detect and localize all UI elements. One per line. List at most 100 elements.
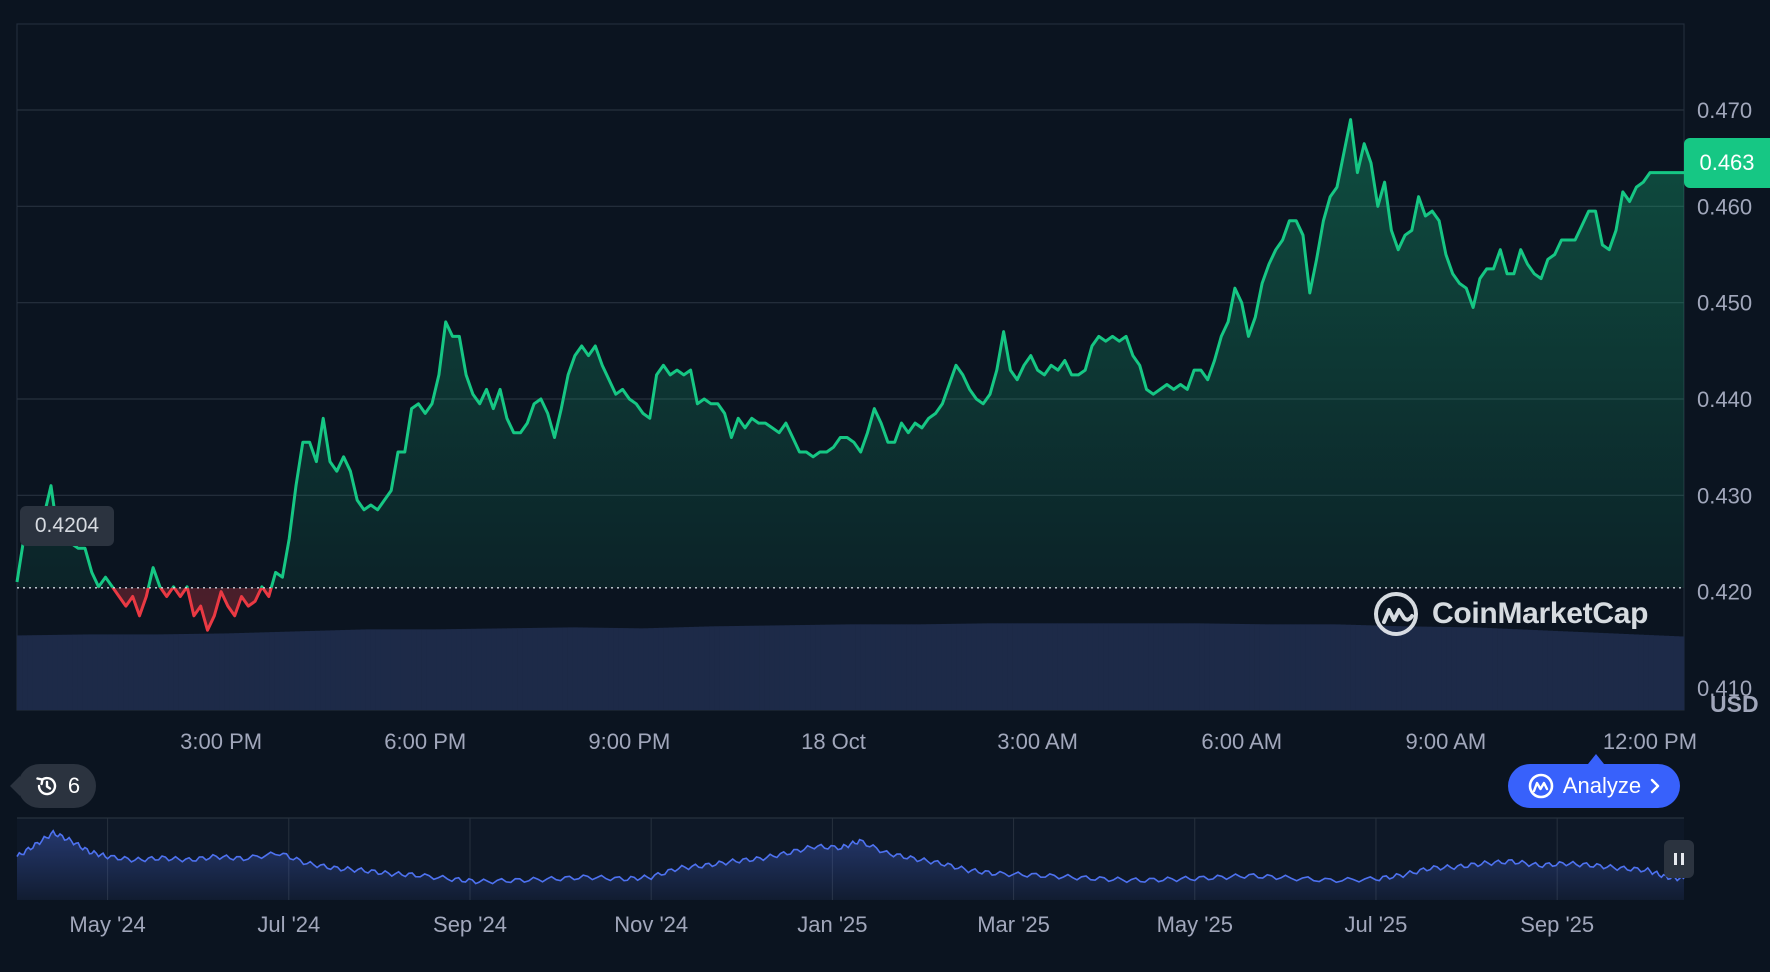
brand-name: CoinMarketCap xyxy=(1432,597,1649,630)
volume-bar xyxy=(1678,636,1685,710)
volume-bar xyxy=(1012,623,1018,710)
volume-bar xyxy=(1658,635,1665,710)
volume-bar xyxy=(476,628,483,710)
volume-bar xyxy=(239,632,245,710)
volume-bar xyxy=(375,629,382,710)
volume-bar xyxy=(400,629,407,710)
volume-bar xyxy=(22,635,28,710)
volume-bar xyxy=(1183,623,1190,710)
volume-bar xyxy=(552,627,558,710)
navigator-axis-labels: May '24 Jul '24 Sep '24 Nov '24 Jan '25 Mar '… xyxy=(69,912,1594,937)
volume-bar xyxy=(1143,623,1149,710)
volume-bar xyxy=(421,629,427,710)
volume-bar xyxy=(491,628,498,710)
volume-bar xyxy=(638,628,644,710)
volume-bar xyxy=(1199,623,1205,710)
volume-bar xyxy=(1663,635,1670,710)
volume-bar xyxy=(885,624,892,710)
volume-bar xyxy=(203,633,210,710)
volume-bar xyxy=(390,629,397,710)
volume-bar xyxy=(587,627,594,710)
volume-bar xyxy=(825,624,831,710)
volume-bar xyxy=(693,626,700,710)
volume-bar xyxy=(1426,626,1432,710)
volume-bar xyxy=(916,624,922,710)
volume-bar xyxy=(1128,623,1134,710)
volume-bar xyxy=(1244,624,1250,710)
navigator-tick-label: Jan '25 xyxy=(797,912,867,937)
volume-bar xyxy=(1057,623,1063,710)
volume-bar xyxy=(1082,623,1089,710)
volume-bar xyxy=(759,625,765,710)
history-button[interactable]: 6 xyxy=(10,764,96,808)
price-area-fill xyxy=(17,119,1684,588)
volume-bar xyxy=(764,625,770,710)
volume-bar xyxy=(1295,624,1301,710)
volume-bar xyxy=(1441,626,1447,710)
volume-bar xyxy=(118,634,124,710)
volume-bar xyxy=(188,633,195,710)
volume-bar xyxy=(557,627,563,710)
analyze-button[interactable]: Analyze xyxy=(1508,754,1680,808)
volume-bar xyxy=(1153,623,1159,710)
volume-bar xyxy=(1537,630,1543,710)
volume-bar xyxy=(340,630,346,710)
volume-bar xyxy=(522,628,528,710)
volume-bar xyxy=(168,634,174,710)
volume-bar xyxy=(385,629,392,710)
volume-bar xyxy=(163,634,169,710)
current-price-label: 0.463 xyxy=(1684,138,1770,188)
volume-bar xyxy=(380,629,387,710)
volume-bar xyxy=(436,629,442,710)
x-tick-label: 3:00 AM xyxy=(997,729,1078,754)
volume-bar xyxy=(1194,623,1200,710)
volume-bar xyxy=(1406,626,1412,710)
volume-bar xyxy=(1588,632,1594,710)
volume-bar xyxy=(284,631,291,710)
volume-bar xyxy=(72,634,78,710)
volume-bar xyxy=(542,627,548,710)
x-tick-label: 18 Oct xyxy=(801,729,866,754)
volume-bar xyxy=(1345,624,1351,710)
volume-bar xyxy=(618,628,624,710)
volume-bar xyxy=(1436,626,1442,710)
volume-bar xyxy=(1098,623,1104,710)
volume-bar xyxy=(784,625,791,710)
volume-bar xyxy=(749,625,755,710)
volume-bar xyxy=(946,623,952,710)
volume-bar xyxy=(724,626,730,710)
volume-bar xyxy=(148,634,154,710)
volume-bar xyxy=(1178,623,1185,710)
volume-bar xyxy=(219,633,225,710)
volume-bar xyxy=(633,628,639,710)
volume-bar xyxy=(1471,627,1478,710)
volume-bar xyxy=(815,624,821,710)
volume-bar xyxy=(901,624,907,710)
volume-bar xyxy=(1163,623,1170,710)
volume-bar xyxy=(976,623,983,710)
navigator-tick-label: May '25 xyxy=(1157,912,1233,937)
volume-bar xyxy=(254,632,260,710)
volume-bar xyxy=(173,634,179,710)
volume-bar xyxy=(602,627,609,710)
volume-bar xyxy=(365,629,371,710)
volume-bar xyxy=(27,635,33,710)
volume-bars xyxy=(17,623,1685,710)
volume-bar xyxy=(1118,623,1124,710)
volume-bar xyxy=(1391,626,1397,710)
volume-bar xyxy=(1552,630,1559,710)
volume-bar xyxy=(92,634,99,710)
volume-bar xyxy=(1648,635,1654,710)
pause-button[interactable] xyxy=(1664,840,1694,878)
volume-bar xyxy=(249,632,255,710)
volume-bar xyxy=(32,635,38,710)
history-count: 6 xyxy=(67,773,81,798)
volume-bar xyxy=(739,625,745,710)
volume-bar xyxy=(966,623,973,710)
volume-bar xyxy=(1168,623,1175,710)
volume-bar xyxy=(304,631,311,710)
volume-bar xyxy=(911,624,917,710)
volume-bar xyxy=(1557,631,1564,710)
volume-bar xyxy=(501,628,508,710)
